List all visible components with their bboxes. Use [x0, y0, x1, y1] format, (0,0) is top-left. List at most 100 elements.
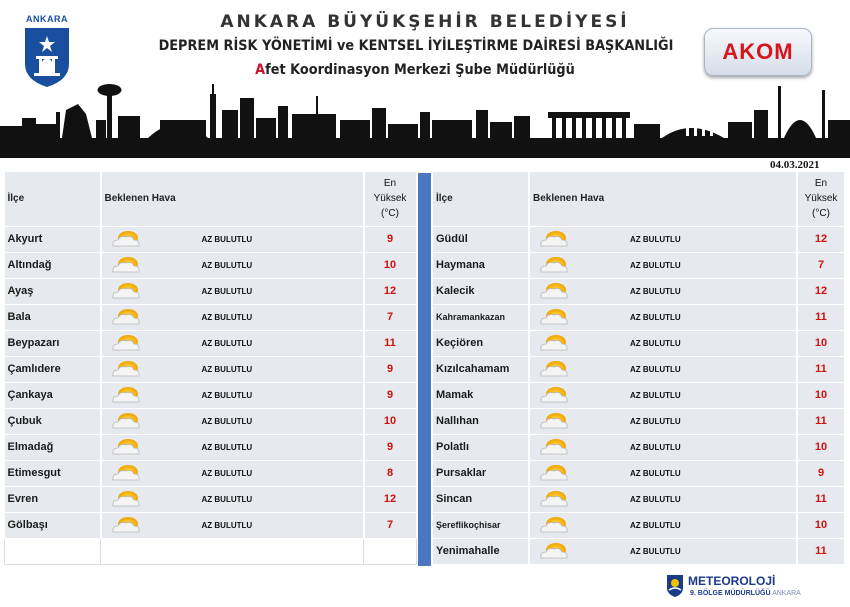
table-row: Elmadağ AZ BULUTLU 9: [4, 434, 418, 461]
table-row: Çubuk AZ BULUTLU 10: [4, 408, 418, 435]
column-header-temp: En Yüksek (°C): [797, 172, 846, 227]
expected-weather: AZ BULUTLU: [100, 252, 365, 279]
footer-sub: 9. BÖLGE MÜDÜRLÜĞÜ ANKARA: [690, 590, 801, 597]
max-temperature: 11: [797, 486, 846, 513]
table-row: Altındağ AZ BULUTLU 10: [4, 252, 418, 279]
table-separator: [418, 173, 431, 566]
partly-cloudy-icon: [540, 257, 568, 273]
table-row: Yenimahalle AZ BULUTLU 11: [433, 538, 846, 565]
partly-cloudy-icon: [540, 517, 568, 533]
weather-table-right: İlçe Beklenen Hava En Yüksek (°C) Güdül A…: [433, 172, 846, 565]
partly-cloudy-icon: [111, 387, 140, 403]
max-temperature: 10: [797, 330, 846, 357]
expected-weather: AZ BULUTLU: [529, 486, 798, 513]
weather-text: AZ BULUTLU: [201, 520, 253, 530]
partly-cloudy-icon: [540, 309, 568, 325]
table-row: Güdül AZ BULUTLU 12: [433, 226, 846, 253]
expected-weather: AZ BULUTLU: [100, 512, 365, 539]
weather-text: AZ BULUTLU: [201, 260, 253, 270]
table-row: Ayaş AZ BULUTLU 12: [4, 278, 418, 305]
district-name: Çamlıdere: [4, 356, 102, 383]
district-name: Nallıhan: [433, 408, 530, 435]
partly-cloudy-icon: [111, 491, 140, 507]
weather-text: AZ BULUTLU: [201, 338, 253, 348]
district-name: Şereflikoçhisar: [433, 512, 530, 539]
max-temperature: 11: [797, 356, 846, 383]
header: ANKARA ANKARA BÜYÜKŞEHİR BELEDİYESİ DEPR…: [0, 0, 850, 158]
partly-cloudy-icon: [540, 335, 568, 351]
unit-title: Afet Koordinasyon Merkezi Şube Müdürlüğü: [33, 62, 797, 78]
municipality-title: ANKARA BÜYÜKŞEHİR BELEDİYESİ: [220, 12, 630, 32]
district-name: Güdül: [433, 226, 530, 253]
partly-cloudy-icon: [111, 257, 140, 273]
max-temperature: 9: [363, 382, 418, 409]
weather-text: AZ BULUTLU: [201, 468, 253, 478]
weather-text: AZ BULUTLU: [630, 312, 681, 322]
expected-weather: AZ BULUTLU: [100, 434, 365, 461]
table-row: Kızılcahamam AZ BULUTLU 11: [433, 356, 846, 383]
expected-weather: AZ BULUTLU: [529, 304, 798, 331]
weather-text: AZ BULUTLU: [201, 234, 253, 244]
district-name: Kızılcahamam: [433, 356, 530, 383]
district-name: Ayaş: [4, 278, 102, 305]
partly-cloudy-icon: [111, 283, 140, 299]
max-temperature: 10: [797, 434, 846, 461]
district-name: Elmadağ: [4, 434, 102, 461]
weather-text: AZ BULUTLU: [201, 312, 253, 322]
weather-text: AZ BULUTLU: [630, 546, 681, 556]
max-temperature: 10: [363, 408, 418, 435]
max-temperature: 12: [363, 486, 418, 513]
expected-weather: AZ BULUTLU: [529, 408, 798, 435]
district-name: Etimesgut: [4, 460, 102, 487]
weather-text: AZ BULUTLU: [630, 286, 681, 296]
max-temperature: 7: [363, 512, 418, 539]
table-row: Sincan AZ BULUTLU 11: [433, 486, 846, 513]
max-temperature: 11: [797, 304, 846, 331]
max-temperature: 9: [797, 460, 846, 487]
expected-weather: AZ BULUTLU: [100, 330, 365, 357]
expected-weather: AZ BULUTLU: [529, 330, 798, 357]
column-header-hava: Beklenen Hava: [529, 172, 798, 227]
table-header-row: İlçe Beklenen Hava En Yüksek (°C): [433, 172, 846, 227]
partly-cloudy-icon: [111, 465, 140, 481]
unit-title-rest: fet Koordinasyon Merkezi Şube Müdürlüğü: [265, 62, 575, 78]
weather-text: AZ BULUTLU: [630, 416, 681, 426]
column-header-hava: Beklenen Hava: [100, 172, 365, 227]
expected-weather: AZ BULUTLU: [100, 460, 365, 487]
table-row: Kahramankazan AZ BULUTLU 11: [433, 304, 846, 331]
footer-city: ANKARA: [772, 590, 801, 597]
weather-text: AZ BULUTLU: [630, 442, 681, 452]
partly-cloudy-icon: [540, 231, 568, 247]
weather-text: AZ BULUTLU: [201, 416, 253, 426]
partly-cloudy-icon: [111, 439, 140, 455]
partly-cloudy-icon: [111, 517, 140, 533]
partly-cloudy-icon: [540, 491, 568, 507]
table-row: Şereflikoçhisar AZ BULUTLU 10: [433, 512, 846, 539]
table-row: Çamlıdere AZ BULUTLU 9: [4, 356, 418, 383]
table-row: Haymana AZ BULUTLU 7: [433, 252, 846, 279]
ankara-skyline-icon: [0, 84, 850, 158]
district-name: Keçiören: [433, 330, 530, 357]
expected-weather: AZ BULUTLU: [100, 226, 365, 253]
partly-cloudy-icon: [540, 361, 568, 377]
max-temperature: 12: [797, 278, 846, 305]
weather-text: AZ BULUTLU: [201, 364, 253, 374]
weather-text: AZ BULUTLU: [630, 494, 681, 504]
max-temperature: 7: [363, 304, 418, 331]
akom-button[interactable]: AKOM: [704, 28, 812, 76]
table-row: Mamak AZ BULUTLU 10: [433, 382, 846, 409]
table-row: Beypazarı AZ BULUTLU 11: [4, 330, 418, 357]
district-name: Mamak: [433, 382, 530, 409]
expected-weather: AZ BULUTLU: [100, 486, 365, 513]
empty-cell: [363, 537, 417, 565]
district-name: Gölbaşı: [4, 512, 102, 539]
max-temperature: 9: [363, 356, 418, 383]
expected-weather: AZ BULUTLU: [529, 278, 798, 305]
partly-cloudy-icon: [540, 439, 568, 455]
partly-cloudy-icon: [111, 335, 140, 351]
table-row: Evren AZ BULUTLU 12: [4, 486, 418, 513]
column-header-ilce: İlçe: [4, 172, 102, 227]
ankara-logo: ANKARA: [22, 14, 72, 104]
weather-text: AZ BULUTLU: [201, 442, 253, 452]
partly-cloudy-icon: [540, 283, 568, 299]
